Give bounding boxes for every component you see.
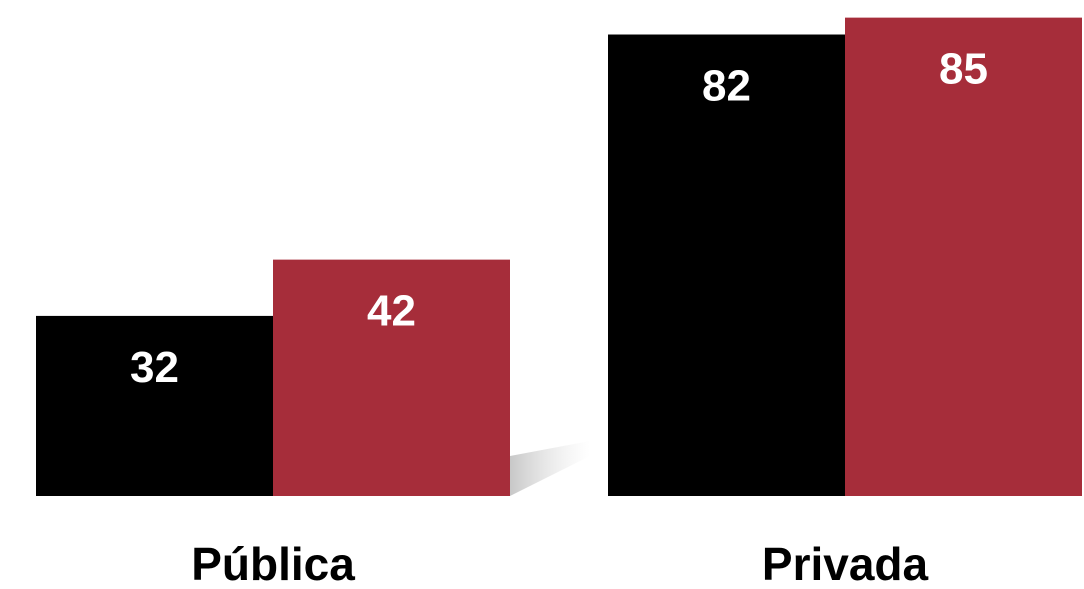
bar-0-0 xyxy=(36,315,273,496)
bars-layer xyxy=(36,17,1082,497)
data-labels-layer: 32 42 82 85 xyxy=(130,45,988,392)
category-label-0: Pública xyxy=(191,538,355,589)
bar-0-1 xyxy=(273,259,510,496)
bar-1-1 xyxy=(845,17,1082,497)
bar-shadow xyxy=(510,441,590,496)
category-labels-layer: Pública Privada xyxy=(191,538,928,589)
data-label-0-1: 42 xyxy=(367,287,416,336)
data-label-0-0: 32 xyxy=(130,343,179,392)
category-label-1: Privada xyxy=(762,538,929,589)
data-label-1-0: 82 xyxy=(702,62,751,111)
data-label-1-1: 85 xyxy=(939,45,988,94)
bar-shadow-layer xyxy=(510,441,590,496)
bar-1-0 xyxy=(608,34,845,496)
